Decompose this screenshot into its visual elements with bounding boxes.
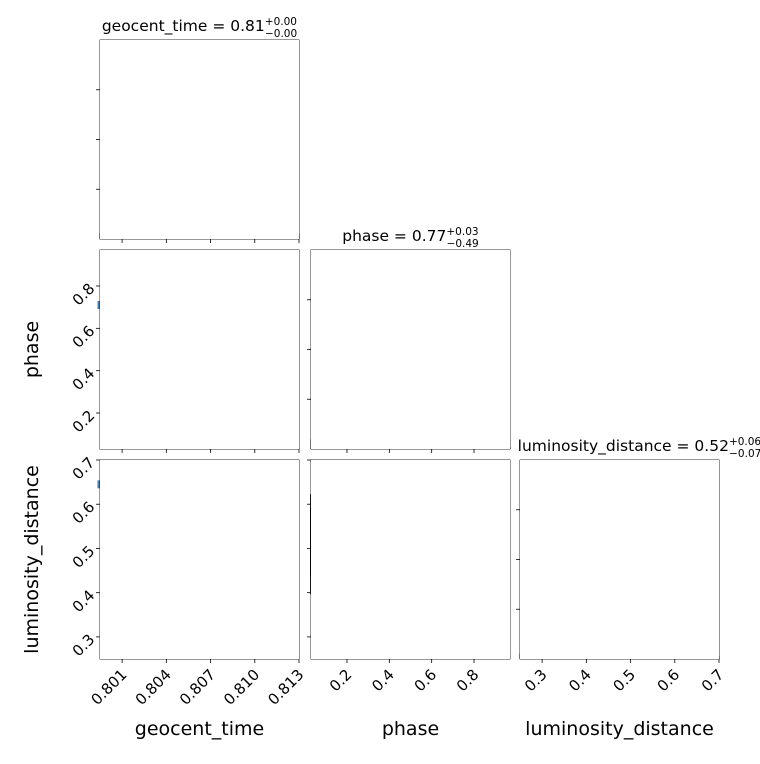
title-minus: −0.49 — [447, 238, 479, 250]
title-minus: −0.07 — [729, 448, 760, 460]
title-plus: +0.03 — [446, 226, 478, 238]
title-name: luminosity_distance = 0.52 — [518, 437, 729, 456]
panel-background — [100, 40, 299, 239]
panel-background — [520, 460, 719, 659]
panel-title-luminosity_distance: luminosity_distance = 0.52+0.06−0.07 — [518, 436, 760, 460]
title-name: geocent_time = 0.81 — [102, 17, 265, 36]
panel-background — [100, 250, 299, 449]
panel-title-geocent_time: geocent_time = 0.81+0.00−0.00 — [102, 16, 297, 40]
title-plus: +0.00 — [265, 16, 297, 28]
panel-title-phase: phase = 0.77+0.03−0.49 — [342, 226, 479, 250]
title-plus: +0.06 — [729, 436, 760, 448]
panel-background — [100, 460, 299, 659]
title-minus: −0.00 — [265, 28, 297, 40]
title-name: phase = 0.77 — [342, 227, 446, 245]
panel-background — [311, 250, 510, 449]
panels-group: geocent_time = 0.81+0.00−0.00 phase = 0.7… — [96, 16, 760, 663]
